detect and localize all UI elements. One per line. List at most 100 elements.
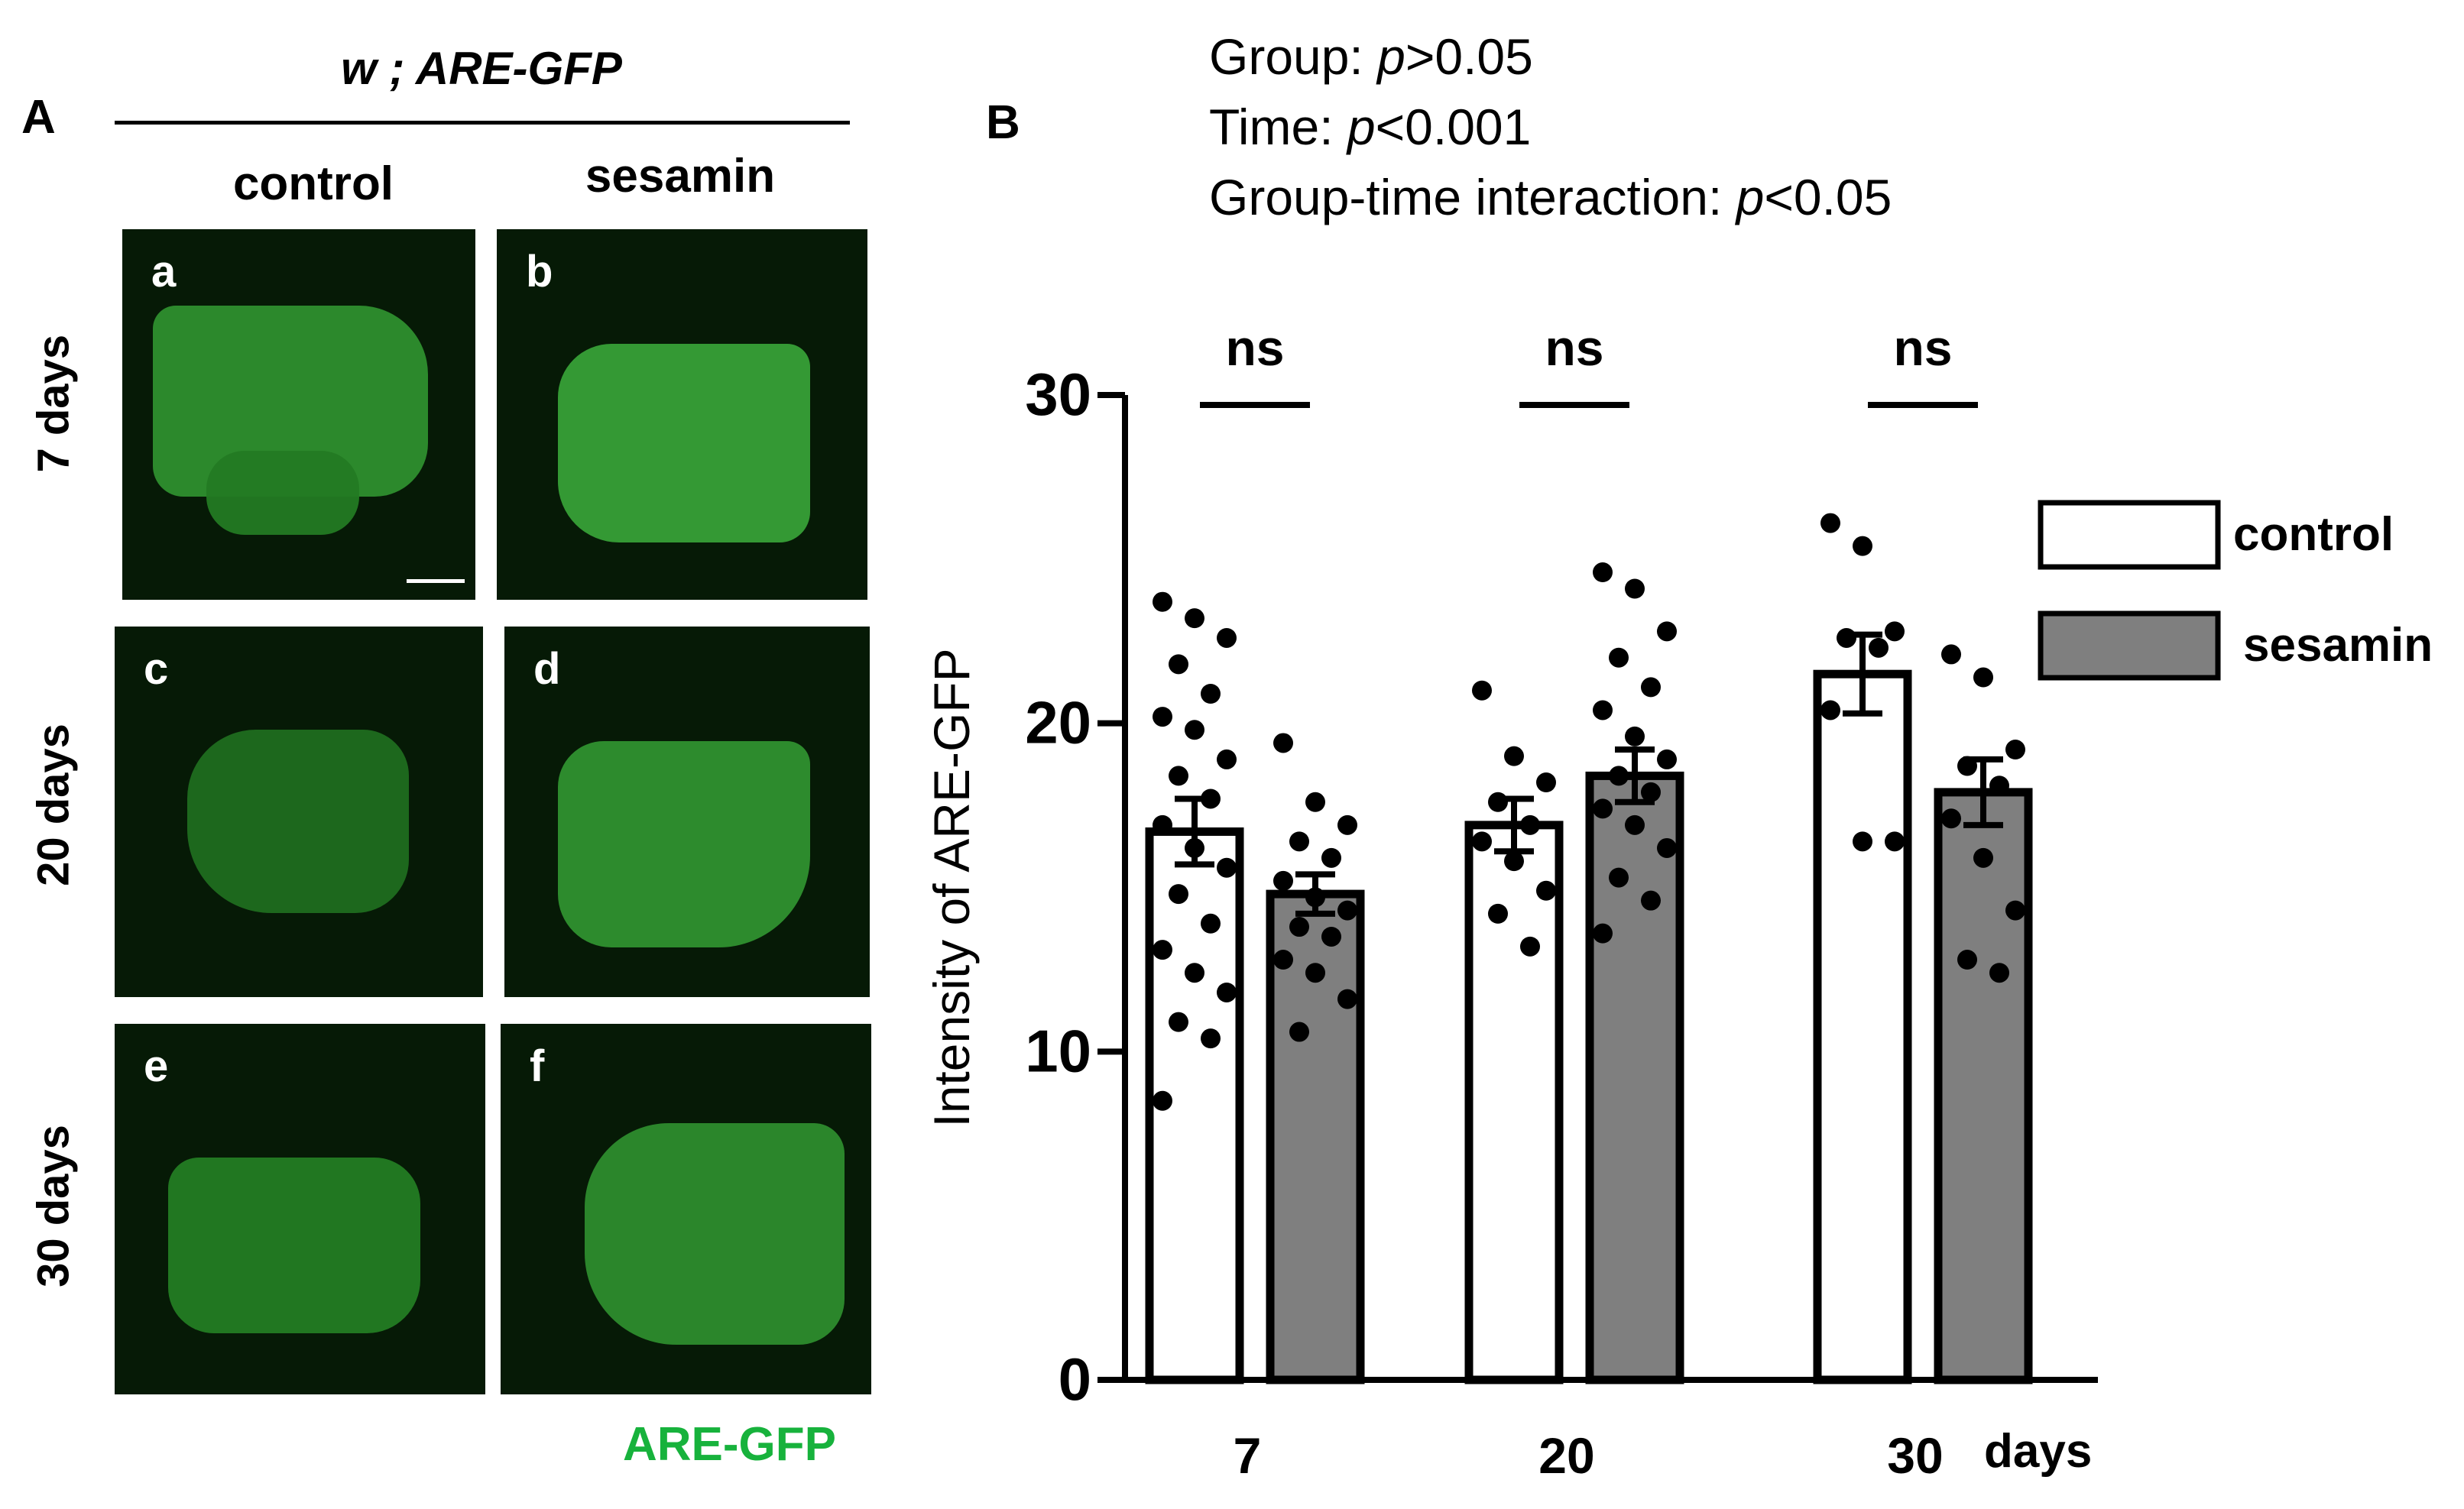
tile-letter-f: f <box>530 1041 545 1091</box>
stat-time: Time: p<0.001 <box>1209 99 1532 155</box>
data-point <box>1657 749 1677 769</box>
bar-control-30 <box>1813 669 1912 1384</box>
data-point <box>1305 887 1325 908</box>
stat-interaction: Group-time interaction: p<0.05 <box>1209 169 1892 225</box>
data-point <box>1941 644 1961 665</box>
data-point <box>1337 814 1357 835</box>
data-point <box>1201 789 1221 809</box>
data-point <box>1520 936 1540 957</box>
data-point <box>1273 733 1293 753</box>
data-point <box>1488 903 1508 924</box>
x-tick-label: 7 <box>1234 1427 1262 1484</box>
panel-a-letter: A <box>21 91 56 144</box>
data-point <box>1217 857 1237 878</box>
data-point <box>1217 749 1237 769</box>
data-point <box>1337 989 1357 1009</box>
tile-letter-e: e <box>144 1041 169 1091</box>
data-point <box>1989 963 2009 983</box>
tile-letter-b: b <box>526 247 553 296</box>
significance-label: ns <box>1545 319 1603 376</box>
bar-sesamin-20 <box>1585 771 1684 1384</box>
data-point <box>1201 913 1221 934</box>
genotype-underline <box>115 121 850 125</box>
data-point <box>1625 726 1645 746</box>
data-point <box>1185 963 1204 983</box>
data-point <box>1837 627 1856 648</box>
data-point <box>1625 814 1645 835</box>
y-tick-label: 10 <box>1025 1017 1091 1084</box>
micrograph-c: c <box>115 627 483 997</box>
data-point <box>1641 782 1661 802</box>
channel-label: ARE-GFP <box>623 1418 836 1471</box>
data-point <box>1185 608 1204 629</box>
stat-group: Group: p>0.05 <box>1209 28 1533 85</box>
data-point <box>1853 831 1872 852</box>
data-point <box>1472 831 1492 852</box>
data-point <box>1289 917 1309 937</box>
data-point <box>1957 950 1977 970</box>
micrograph-a: a <box>122 229 475 600</box>
data-point <box>1217 627 1237 648</box>
legend-label-control: control <box>2233 508 2394 561</box>
data-point <box>1273 950 1293 970</box>
data-point <box>1536 880 1556 901</box>
data-point <box>1153 591 1172 612</box>
data-point <box>1625 578 1645 599</box>
bar-control-7 <box>1145 827 1244 1384</box>
data-point <box>1609 867 1629 888</box>
data-point <box>1657 621 1677 642</box>
x-tick-label: 20 <box>1538 1427 1594 1484</box>
data-point <box>1201 1028 1221 1049</box>
data-point <box>1472 680 1492 701</box>
data-point <box>1273 870 1293 891</box>
y-tick-label: 0 <box>1059 1345 1091 1413</box>
data-point <box>1657 837 1677 858</box>
data-point <box>1201 683 1221 704</box>
data-point <box>1593 798 1613 819</box>
bar-sesamin-30 <box>1934 788 2033 1384</box>
data-point <box>1973 847 1993 868</box>
data-point <box>1504 851 1524 872</box>
y-axis-label: Intensity of ARE-GFP <box>923 648 980 1127</box>
data-point <box>1957 756 1977 776</box>
bar-control-20 <box>1464 821 1564 1384</box>
x-unit-label: days <box>1984 1425 2092 1478</box>
data-point <box>1153 1090 1172 1111</box>
data-point <box>1337 900 1357 921</box>
scale-bar <box>407 579 465 583</box>
genotype-label: w ; ARE-GFP <box>341 43 622 94</box>
y-tick-label: 30 <box>1025 361 1091 428</box>
data-point <box>1641 677 1661 698</box>
data-point <box>1289 831 1309 852</box>
data-point <box>1989 776 2009 796</box>
micrograph-e: e <box>115 1024 485 1394</box>
legend-swatch-control <box>2038 500 2221 570</box>
legend-swatch-sesamin <box>2038 610 2221 681</box>
data-point <box>1885 621 1905 642</box>
data-point <box>1488 792 1508 812</box>
data-point <box>1305 792 1325 812</box>
data-point <box>1321 926 1341 947</box>
stats-block: Group: p>0.05 Time: p<0.001 Group-time i… <box>1209 21 1892 232</box>
data-point <box>1185 720 1204 740</box>
data-point <box>2005 740 2025 760</box>
data-point <box>1169 884 1188 905</box>
y-tick-label: 20 <box>1025 689 1091 756</box>
data-point <box>1504 746 1524 766</box>
data-point <box>1153 814 1172 835</box>
data-point <box>1153 940 1172 960</box>
legend-label-sesamin: sesamin <box>2243 619 2433 672</box>
tile-letter-c: c <box>144 644 169 694</box>
data-point <box>1820 700 1840 720</box>
data-point <box>1520 814 1540 835</box>
data-point <box>1853 536 1872 556</box>
tile-letter-d: d <box>533 644 561 694</box>
data-point <box>1305 963 1325 983</box>
panel-b-letter: B <box>986 96 1020 149</box>
data-point <box>1973 667 1993 688</box>
data-point <box>1217 982 1237 1002</box>
significance-label: ns <box>1893 319 1952 376</box>
micrograph-d: d <box>504 627 870 997</box>
